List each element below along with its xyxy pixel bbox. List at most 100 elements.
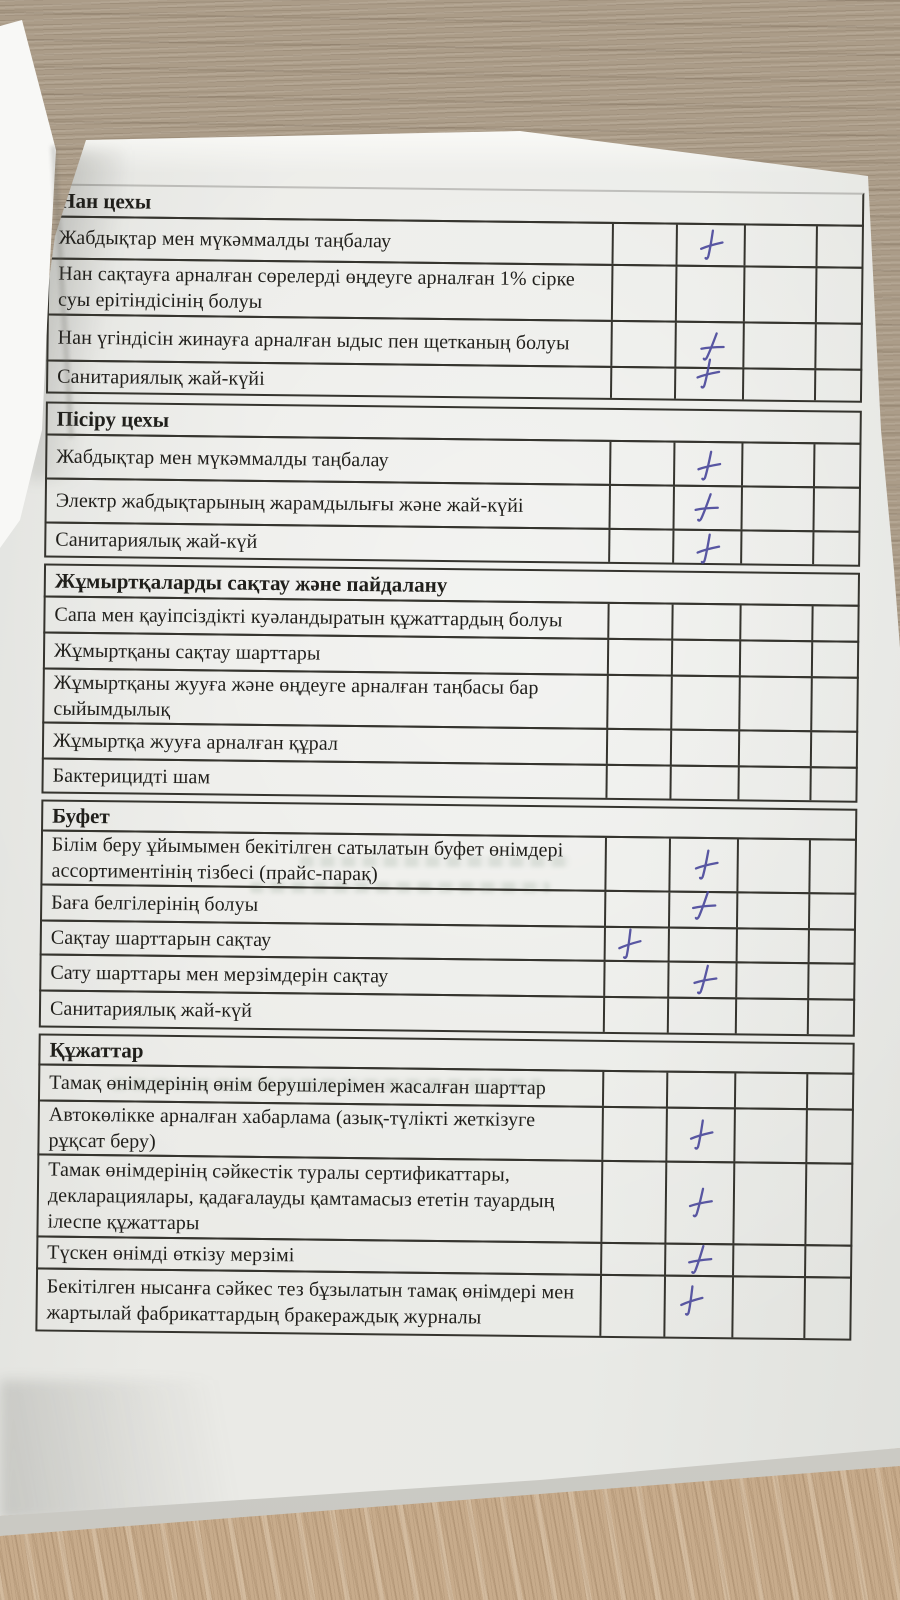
table-section: Буфет Білім беру ұйымымен бекітілген саты… — [38, 799, 858, 1037]
handwritten-check-mark — [670, 891, 736, 928]
handwritten-check-mark — [677, 225, 743, 266]
row-description: Тамақ өнімдерінің өнім берушілерімен жас… — [40, 1065, 602, 1105]
table-row: Баға белгілерінің болуы — [40, 883, 857, 931]
row-description: Нан сақтауға арналған сөрелерді өңдеуге … — [49, 260, 612, 320]
check-cell-2 — [672, 530, 741, 564]
handwritten-check-mark — [675, 487, 741, 530]
table-row: Түскен өнімді өткізу мерзімі — [36, 1235, 853, 1279]
plus-mark-icon — [696, 533, 721, 564]
plus-mark-icon — [691, 891, 717, 920]
check-cell-2 — [670, 640, 740, 676]
bleed-through-text — [300, 856, 570, 867]
handwritten-check-mark — [674, 531, 740, 564]
check-cell-3 — [735, 963, 808, 999]
check-cell-1 — [605, 729, 671, 765]
row-description: Баға белгілерінің болуы — [42, 885, 604, 925]
check-cell-2 — [665, 1072, 735, 1108]
check-cell-1 — [607, 603, 672, 639]
check-cell-3 — [738, 677, 811, 731]
row-description: Санитариялық жай-күй — [46, 523, 608, 561]
checklist-table: Нан цехы Жабдықтар мен мүкәммалды таңбала… — [35, 183, 865, 1341]
row-description-text: Жабдықтар мен мүкәммалды таңбалау — [56, 445, 389, 471]
check-cell-4 — [813, 370, 861, 401]
check-cell-2 — [667, 891, 737, 928]
check-cell-2 — [673, 442, 742, 486]
check-cell-2 — [667, 962, 736, 998]
check-cell-3 — [733, 1073, 807, 1109]
table-section: Пісіру цехы Жабдықтар мен мүкәммалды таңб… — [44, 401, 862, 567]
check-cell-4 — [808, 840, 855, 893]
check-cell-1 — [600, 1161, 666, 1243]
row-description-text: Нан сақтауға арналған сөрелерді өңдеуге … — [57, 262, 575, 313]
check-cell-2 — [675, 224, 744, 266]
row-description-text: Жұмыртқаны сақтау шарттары — [53, 639, 321, 665]
check-cell-2 — [664, 1244, 733, 1276]
row-description: Электр жабдықтарының жарамдылығы және жа… — [47, 480, 609, 528]
check-cell-1 — [602, 997, 668, 1033]
row-description-text: Баға белгілерінің болуы — [51, 891, 259, 916]
row-description: Сапа мен қауіпсіздікті куәландыратын құж… — [45, 597, 607, 637]
check-cell-2 — [669, 730, 739, 766]
check-cell-2 — [666, 998, 736, 1034]
check-cell-1 — [599, 1275, 665, 1337]
row-description: Бактерицидті шам — [43, 759, 605, 797]
check-cell-2 — [671, 604, 740, 640]
table-row: Автокөлікке арналған хабарлама (азық-түл… — [37, 1099, 854, 1165]
row-description: Санитариялық жай-күй — [41, 991, 603, 1031]
check-cell-3 — [742, 323, 815, 369]
check-cell-1 — [610, 265, 676, 321]
handwritten-check-mark — [676, 358, 742, 400]
check-cell-3 — [731, 1277, 805, 1339]
handwritten-check-mark — [675, 443, 741, 486]
check-cell-2 — [665, 1108, 734, 1162]
check-cell-4 — [805, 1074, 853, 1109]
row-description: Нан үгіндісін жинауға арналған ыдыс пен … — [48, 316, 610, 366]
check-cell-3 — [733, 1109, 806, 1163]
table-row: Сату шарттары мен мерзімдерін сақтау — [39, 953, 856, 1001]
page-top-edge-highlight — [70, 131, 870, 173]
check-cell-4 — [814, 268, 862, 323]
handwritten-check-mark — [665, 1277, 732, 1338]
check-cell-3 — [741, 369, 815, 401]
row-description: Автокөлікке арналған хабарлама (азық-түл… — [39, 1101, 602, 1159]
check-cell-1 — [608, 529, 673, 563]
row-description-text: Жабдықтар мен мүкәммалды таңбалау — [58, 226, 392, 252]
check-cell-4 — [811, 606, 858, 641]
check-cell-4 — [814, 324, 861, 369]
table-row: Жабдықтар мен мүкәммалды таңбалау — [47, 215, 864, 269]
check-cell-1 — [603, 891, 669, 927]
check-cell-2 — [669, 766, 738, 800]
handwritten-check-mark — [666, 1163, 733, 1244]
row-description: Бекітілген нысанға сәйкес тез бұзылатын … — [37, 1269, 600, 1335]
handwritten-check-mark — [669, 963, 735, 998]
check-cell-1 — [609, 367, 675, 399]
table-row: Білім беру ұйымымен бекітілген сатылатын… — [40, 829, 857, 895]
row-description: Жұмыртқаны жууға және өңдеуге арналған т… — [44, 669, 607, 727]
plus-mark-icon — [697, 450, 722, 481]
check-cell-3 — [736, 839, 809, 893]
row-description-text: Жұмыртқа жууға арналған құрал — [52, 729, 339, 755]
plus-mark-icon — [688, 1244, 713, 1275]
check-cell-3 — [740, 487, 813, 531]
check-cell-4 — [812, 532, 859, 565]
check-cell-2 — [674, 266, 744, 322]
check-cell-4 — [809, 732, 857, 767]
handwritten-check-mark — [606, 928, 668, 961]
row-description: Жұмыртқа жууға арналған құрал — [44, 723, 606, 763]
check-cell-1 — [601, 1071, 667, 1107]
table-section: Жұмыртқаларды сақтау және пайдалану Сапа … — [41, 563, 861, 803]
check-cell-4 — [810, 678, 857, 731]
check-cell-3 — [743, 225, 816, 267]
row-description-text: Тамақ өнімдерінің өнім берушілерімен жас… — [49, 1071, 547, 1099]
check-cell-4 — [815, 226, 862, 267]
check-cell-2 — [673, 358, 743, 400]
plus-mark-icon — [688, 1187, 713, 1218]
row-description-text: Санитариялық жай-күй — [55, 528, 258, 553]
section-title: Жұмыртқаларды сақтау және пайдалану — [54, 568, 448, 597]
check-cell-1 — [605, 765, 670, 799]
check-cell-1 — [606, 675, 671, 729]
row-description-text: Сату шарттары мен мерзімдерін сақтау — [50, 961, 389, 987]
check-cell-4 — [809, 768, 856, 801]
check-cell-2 — [674, 322, 743, 368]
